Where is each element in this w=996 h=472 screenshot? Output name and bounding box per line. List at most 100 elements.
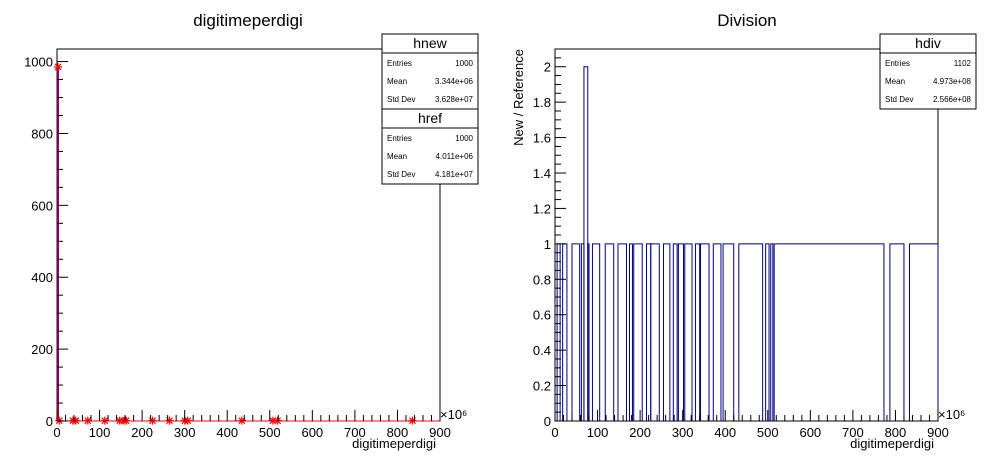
division-bin-hdiv <box>700 243 710 421</box>
stats-value: 4.973e+08 <box>933 77 972 86</box>
left-x-multiplier: ×10⁶ <box>440 407 467 422</box>
stats-value: 3.344e+06 <box>435 77 474 86</box>
division-bin-hdiv <box>633 243 643 421</box>
stats-value: 1000 <box>455 59 473 68</box>
right-x-axis-label: digitimeperdigi <box>850 436 934 451</box>
stats-value: 1000 <box>455 134 473 143</box>
right-y-axis-label: New / Reference <box>511 49 526 146</box>
x-tick-label: 200 <box>131 425 153 440</box>
y-tick-label: 0.8 <box>533 272 551 287</box>
left-y-axis: 0 200 400 600 800 1000 <box>24 55 68 429</box>
stats-title-href: href <box>418 110 442 126</box>
division-bin-hdiv <box>663 243 671 421</box>
y-tick-label: 0.6 <box>533 308 551 323</box>
division-bin-hdiv <box>650 243 660 421</box>
division-bin-hdiv <box>587 243 590 421</box>
left-x-axis-label: digitimeperdigi <box>352 436 436 451</box>
right-series-layer <box>556 66 939 421</box>
division-bin-hdiv <box>591 243 601 421</box>
stats-box-href: href Entries 1000 Mean 4.011e+06 Std Dev… <box>381 108 479 185</box>
x-tick-label: 200 <box>629 425 651 440</box>
x-tick-label: 800 <box>387 425 409 440</box>
y-tick-label: 1 <box>544 237 551 252</box>
x-tick-label: 400 <box>714 425 736 440</box>
right-x-multiplier: ×10⁶ <box>938 407 965 422</box>
division-bin-hdiv <box>722 243 735 421</box>
y-tick-label: 0 <box>46 414 53 429</box>
x-tick-label: 100 <box>89 425 111 440</box>
division-bin-hdiv <box>889 243 905 421</box>
left-x-axis: 0 100 200 300 400 500 600 700 800 900 <box>53 410 451 440</box>
division-bin-hdiv <box>562 243 568 421</box>
x-tick-label: 800 <box>885 425 907 440</box>
right-x-axis: 0 100 200 300 400 500 600 700 800 900 <box>551 410 949 440</box>
y-tick-label: 1.6 <box>533 131 551 146</box>
division-bin-hdiv <box>684 243 693 421</box>
division-bin-hdiv <box>773 243 885 421</box>
right-y-axis: 0 0.2 0.4 0.6 0.8 1 1.2 1.4 1.6 1.8 2 <box>533 48 566 429</box>
x-tick-label: 500 <box>757 425 779 440</box>
y-tick-label: 0.2 <box>533 379 551 394</box>
y-tick-label: 400 <box>31 270 53 285</box>
y-tick-label: 1.4 <box>533 166 551 181</box>
right-division-panel: Division 0 100 200 300 400 500 600 700 800 900 00… <box>511 11 977 451</box>
right-chart-title: Division <box>717 11 777 30</box>
division-bin-hdiv <box>672 243 678 421</box>
stats-title-hdiv: hdiv <box>915 35 941 51</box>
x-tick-label: 600 <box>301 425 323 440</box>
stats-label: Entries <box>387 134 412 143</box>
y-tick-label: 1.2 <box>533 201 551 216</box>
stats-label: Std Dev <box>885 95 913 104</box>
stats-label: Entries <box>885 59 910 68</box>
division-bin-hdiv <box>738 243 764 421</box>
y-tick-label: 800 <box>31 126 53 141</box>
left-histogram-panel: digitimeperdigi 0 100 200 300 400 500 600 700 80… <box>24 11 479 451</box>
left-chart-title: digitimeperdigi <box>193 11 303 30</box>
stats-label: Std Dev <box>387 170 415 179</box>
x-tick-label: 300 <box>672 425 694 440</box>
stats-label: Mean <box>387 77 407 86</box>
y-tick-label: 1.8 <box>533 95 551 110</box>
stats-label: Entries <box>387 59 412 68</box>
division-bin-hdiv <box>694 243 701 421</box>
x-tick-label: 300 <box>174 425 196 440</box>
y-tick-label: 0 <box>544 414 551 429</box>
stats-value: 4.181e+07 <box>435 170 474 179</box>
stats-value: 2.566e+08 <box>933 95 972 104</box>
division-bin-hdiv <box>908 243 939 421</box>
stats-label: Std Dev <box>387 95 415 104</box>
x-tick-label: 500 <box>259 425 281 440</box>
marker-href <box>54 62 62 421</box>
division-bin-hdiv <box>628 243 633 421</box>
x-tick-label: 400 <box>216 425 238 440</box>
division-bin-hdiv <box>617 243 627 421</box>
x-tick-label: 0 <box>551 425 558 440</box>
division-bin-hdiv <box>604 243 615 421</box>
division-bin-hdiv <box>571 243 581 421</box>
stats-value: 3.628e+07 <box>435 95 474 104</box>
x-tick-label: 900 <box>429 425 451 440</box>
stats-label: Mean <box>387 152 407 161</box>
division-bin-hdiv <box>583 66 589 421</box>
y-tick-label: 200 <box>31 342 53 357</box>
division-bin-hdiv <box>677 243 685 421</box>
stats-value: 4.011e+06 <box>436 152 474 161</box>
x-tick-label: 0 <box>53 425 60 440</box>
y-tick-label: 2 <box>544 60 551 75</box>
stats-value: 1102 <box>954 59 972 68</box>
x-tick-label: 600 <box>799 425 821 440</box>
x-tick-label: 100 <box>587 425 609 440</box>
division-bin-hdiv <box>770 243 774 421</box>
stats-box-hdiv: hdiv Entries 1102 Mean 4.973e+08 Std Dev… <box>879 33 977 110</box>
y-tick-label: 1000 <box>24 55 53 70</box>
y-tick-label: 0.4 <box>533 343 551 358</box>
x-tick-label: 700 <box>842 425 864 440</box>
y-tick-label: 600 <box>31 198 53 213</box>
stats-label: Mean <box>885 77 905 86</box>
stats-title-hnew: hnew <box>413 35 447 51</box>
division-bin-hdiv <box>712 243 722 421</box>
stats-box-hnew: hnew Entries 1000 Mean 3.344e+06 Std Dev… <box>381 33 479 110</box>
x-tick-label: 900 <box>927 425 949 440</box>
division-bin-hdiv <box>765 243 770 421</box>
